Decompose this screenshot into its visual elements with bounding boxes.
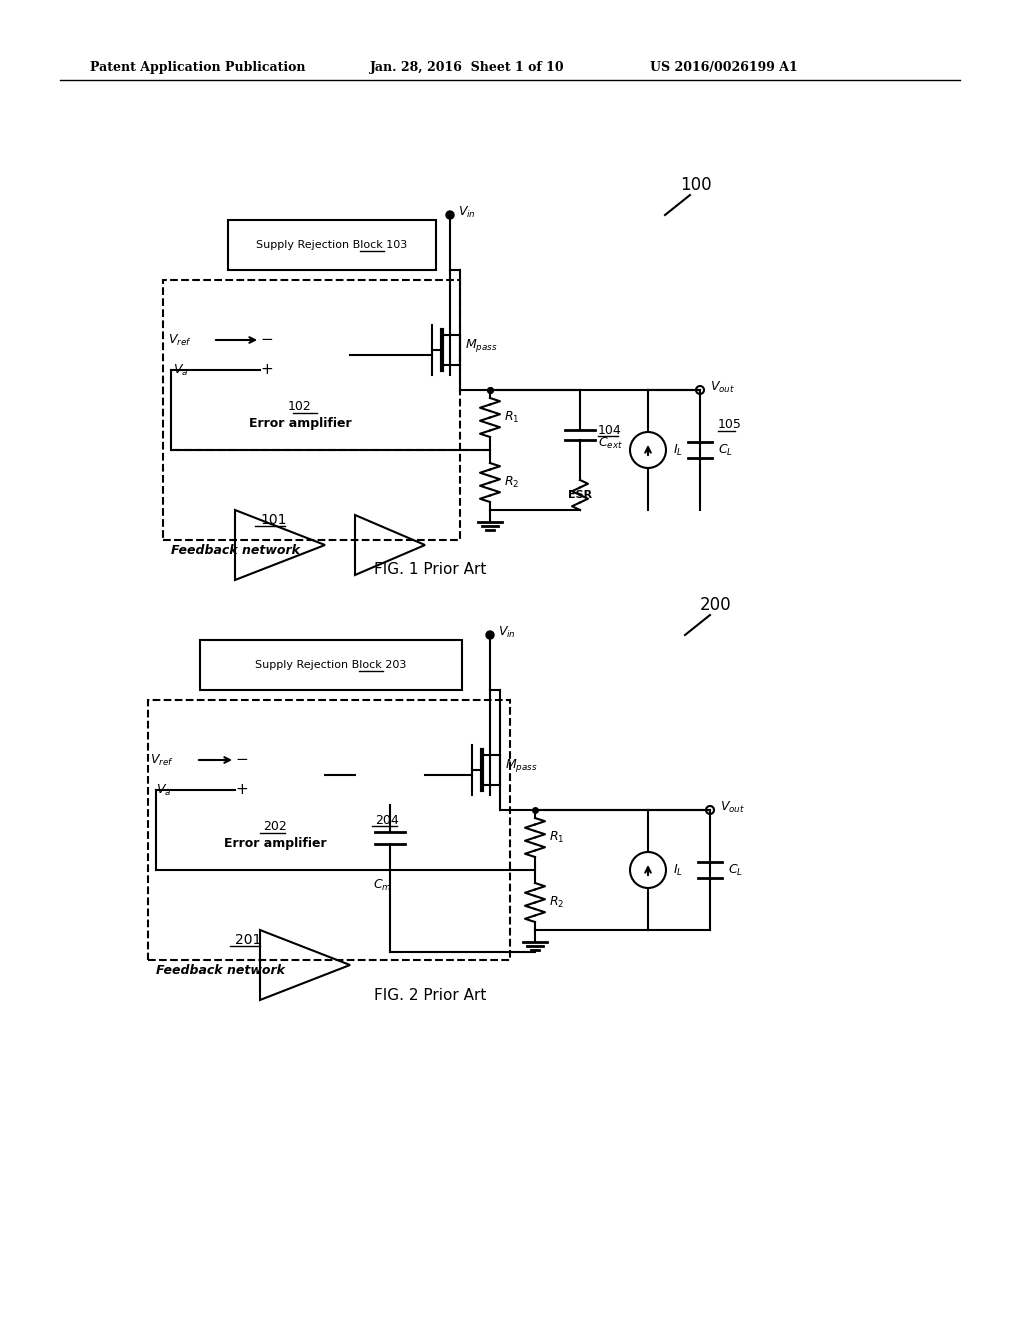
Text: $R_2$: $R_2$ — [504, 475, 519, 490]
Text: $M_{pass}$: $M_{pass}$ — [505, 756, 538, 774]
Text: 102: 102 — [288, 400, 312, 413]
Bar — [163, 280, 460, 540]
Text: 204: 204 — [375, 813, 399, 826]
Text: Supply Rejection Block 203: Supply Rejection Block 203 — [255, 660, 407, 671]
Text: FIG. 2 Prior Art: FIG. 2 Prior Art — [374, 987, 486, 1002]
Text: FIG. 1 Prior Art: FIG. 1 Prior Art — [374, 562, 486, 578]
FancyBboxPatch shape — [200, 640, 462, 690]
Text: −: − — [236, 752, 249, 767]
Text: US 2016/0026199 A1: US 2016/0026199 A1 — [650, 62, 798, 74]
Text: +: + — [261, 363, 273, 378]
Text: $I_L$: $I_L$ — [673, 442, 683, 458]
Text: $R_2$: $R_2$ — [549, 895, 564, 909]
Text: $V_{out}$: $V_{out}$ — [720, 800, 745, 814]
Text: 201: 201 — [234, 933, 261, 946]
FancyBboxPatch shape — [228, 220, 436, 271]
Circle shape — [486, 631, 494, 639]
Text: 100: 100 — [680, 176, 712, 194]
Text: $V_a$: $V_a$ — [173, 363, 188, 378]
Text: $C_L$: $C_L$ — [718, 442, 733, 458]
Text: $R_1$: $R_1$ — [504, 411, 519, 425]
Text: Jan. 28, 2016  Sheet 1 of 10: Jan. 28, 2016 Sheet 1 of 10 — [370, 62, 564, 74]
Text: $I_L$: $I_L$ — [673, 862, 683, 878]
Text: Feedback network: Feedback network — [171, 544, 300, 557]
Text: $M_{pass}$: $M_{pass}$ — [465, 337, 498, 354]
Text: $V_a$: $V_a$ — [156, 783, 171, 797]
Circle shape — [446, 211, 454, 219]
Text: $V_{in}$: $V_{in}$ — [458, 205, 476, 219]
Bar — [148, 700, 510, 960]
Text: $R_1$: $R_1$ — [549, 830, 564, 845]
Text: 101: 101 — [260, 513, 287, 527]
Text: $V_{out}$: $V_{out}$ — [710, 379, 735, 395]
Text: −: − — [261, 333, 273, 347]
Text: Feedback network: Feedback network — [156, 964, 285, 977]
Text: $V_{ref}$: $V_{ref}$ — [168, 333, 191, 347]
Text: +: + — [236, 783, 249, 797]
Text: Error amplifier: Error amplifier — [249, 417, 351, 429]
Text: $V_{ref}$: $V_{ref}$ — [150, 752, 174, 767]
Text: Patent Application Publication: Patent Application Publication — [90, 62, 305, 74]
Text: $C_{ext}$: $C_{ext}$ — [598, 436, 623, 450]
Text: 200: 200 — [700, 597, 731, 614]
Text: $V_{in}$: $V_{in}$ — [498, 624, 516, 640]
Text: $C_m$: $C_m$ — [373, 878, 391, 892]
Text: Supply Rejection Block 103: Supply Rejection Block 103 — [256, 240, 408, 249]
Text: ESR: ESR — [568, 490, 592, 500]
Text: 104: 104 — [598, 424, 622, 437]
Text: 202: 202 — [263, 821, 287, 833]
Text: $C_L$: $C_L$ — [728, 862, 743, 878]
Text: 105: 105 — [718, 418, 741, 432]
Text: Error amplifier: Error amplifier — [223, 837, 327, 850]
